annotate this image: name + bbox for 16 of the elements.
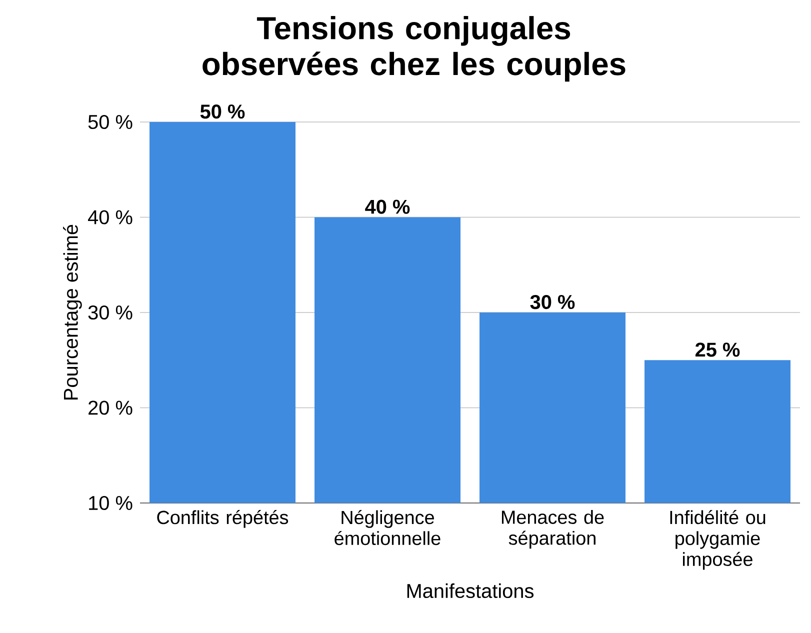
data-label: 25 % [695, 342, 740, 357]
x-axis-title: Manifestations [407, 583, 534, 598]
y-tick-label: 40 % [88, 210, 132, 224]
y-tick-label: 50 % [88, 114, 132, 130]
data-label: 30 % [530, 294, 575, 310]
y-axis-title: Pourcentage estimé [63, 224, 82, 400]
data-label: 40 % [365, 200, 410, 214]
y-tick-label: 10 % [89, 496, 132, 510]
x-tick-label: Négligence émotionnelle [334, 510, 440, 546]
data-label: 50 % [200, 104, 245, 119]
x-tick-label: Conflits répétés [157, 510, 288, 528]
chart-title: Tensions conjugales observées chez les couples [202, 16, 626, 82]
y-tick-label: 30 % [88, 305, 132, 320]
y-tick-label: 20 % [88, 400, 132, 415]
x-tick-label: Menaces de séparation [502, 510, 604, 549]
x-tick-label: Infidélité ou polygamie imposée [670, 510, 766, 570]
